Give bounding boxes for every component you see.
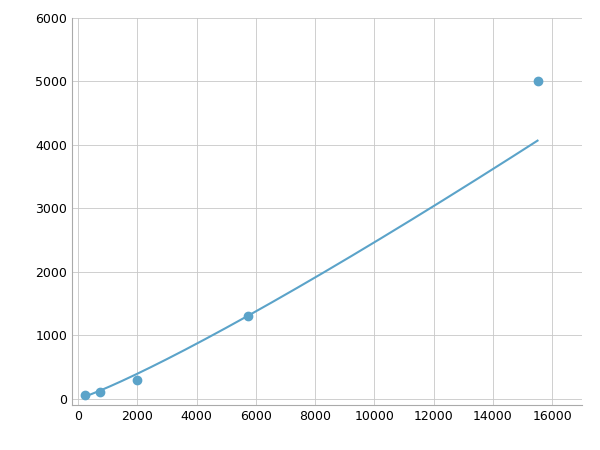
Point [95,389,105,396]
Point [244,313,253,320]
Point [533,78,542,85]
Point [80,392,90,399]
Point [133,376,142,383]
